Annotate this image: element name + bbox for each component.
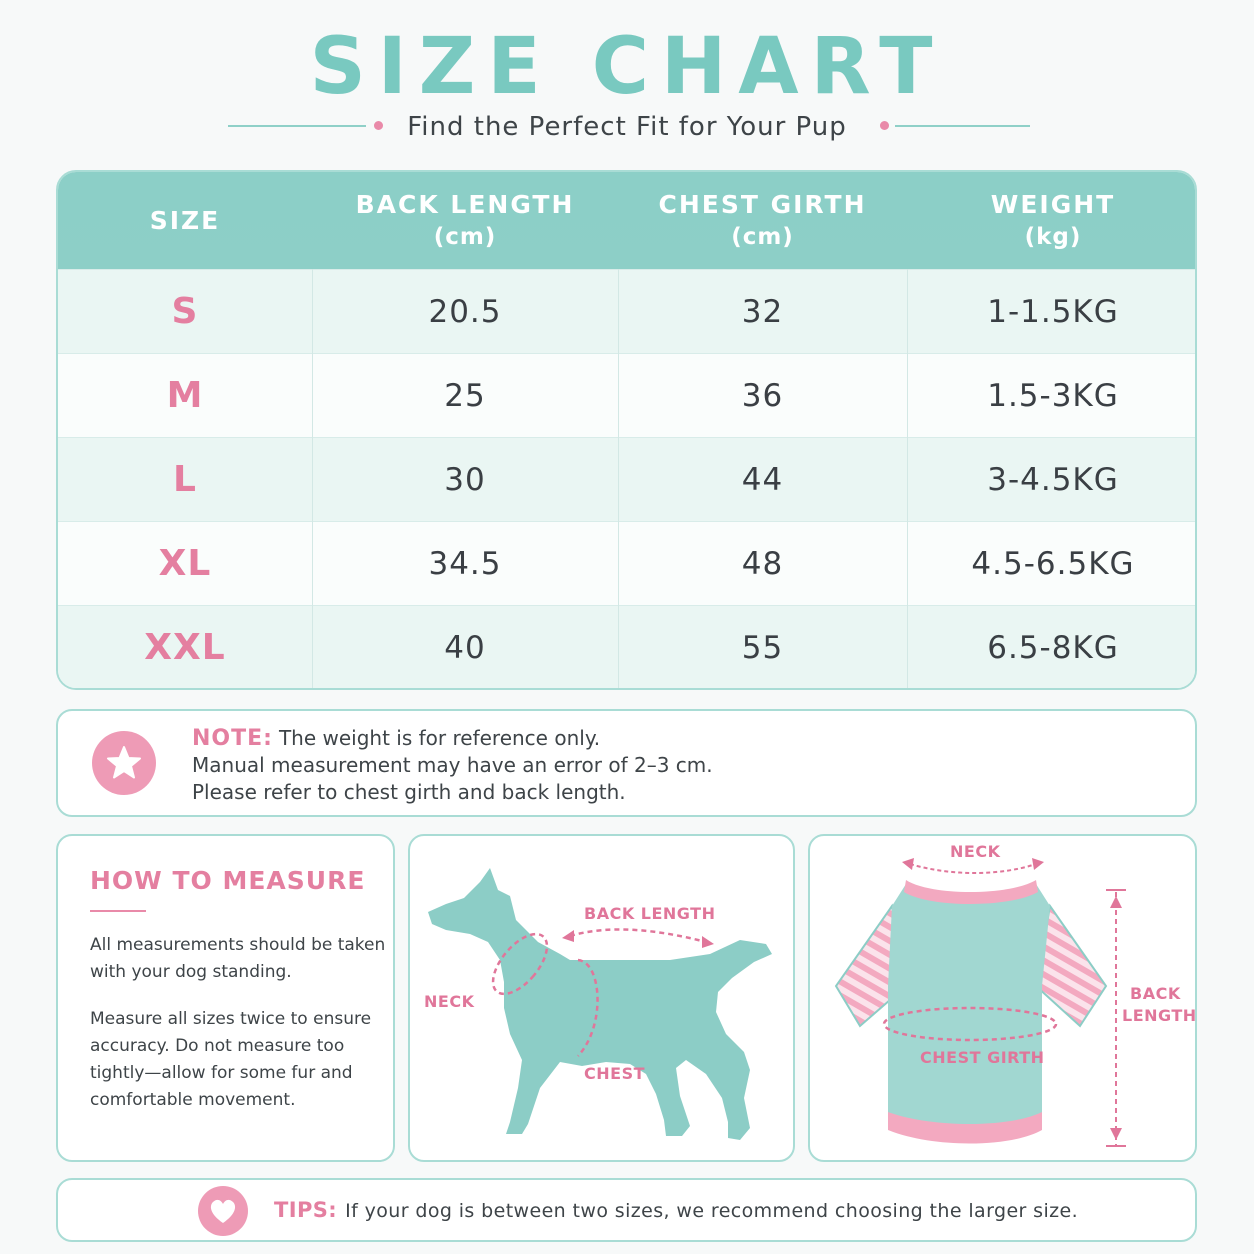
note-line: Please refer to chest girth and back len… bbox=[192, 780, 626, 804]
column-header-unit: (cm) bbox=[731, 223, 794, 250]
shirt-measure-diagram: NECK BACK LENGTH CHEST GIRTH bbox=[808, 834, 1197, 1162]
weight-cell: 3-4.5KG bbox=[987, 461, 1119, 498]
back-length-cell: 34.5 bbox=[428, 545, 502, 582]
column-header-label: BACK LENGTH bbox=[355, 189, 575, 219]
table-row: M 25 36 1.5-3KG bbox=[58, 353, 1195, 437]
tips-box: TIPS: If your dog is between two sizes, w… bbox=[56, 1178, 1197, 1242]
note-line: Manual measurement may have an error of … bbox=[192, 753, 713, 777]
table-row: XL 34.5 48 4.5-6.5KG bbox=[58, 521, 1195, 605]
chest-girth-cell: 48 bbox=[741, 545, 784, 582]
column-header-label: WEIGHT bbox=[990, 189, 1116, 219]
measure-instruction: All measurements should be taken with yo… bbox=[90, 935, 386, 982]
table-header: SIZE BACK LENGTH (cm) CHEST GIRTH (cm) W… bbox=[58, 172, 1195, 269]
back-label: BACK bbox=[1130, 984, 1181, 1003]
size-cell: M bbox=[166, 375, 204, 416]
chest-girth-cell: 32 bbox=[741, 293, 784, 330]
column-header-label: SIZE bbox=[149, 206, 221, 235]
dog-silhouette-icon bbox=[428, 868, 772, 1140]
chest-girth-cell: 44 bbox=[741, 461, 784, 498]
size-table: SIZE BACK LENGTH (cm) CHEST GIRTH (cm) W… bbox=[56, 170, 1197, 690]
how-to-measure-card: HOW TO MEASURE All measurements should b… bbox=[56, 834, 395, 1162]
page-title: SIZE CHART bbox=[309, 22, 945, 112]
table-row: XXL 40 55 6.5-8KG bbox=[58, 605, 1195, 688]
weight-cell: 4.5-6.5KG bbox=[971, 545, 1135, 582]
neck-label: NECK bbox=[950, 842, 1001, 861]
page-subtitle: Find the Perfect Fit for Your Pup bbox=[407, 112, 847, 142]
dog-measure-diagram: BACK LENGTH NECK CHEST bbox=[408, 834, 795, 1162]
weight-cell: 1-1.5KG bbox=[987, 293, 1119, 330]
column-header-back-length: BACK LENGTH (cm) bbox=[312, 172, 618, 269]
dog-shirt-icon bbox=[834, 858, 1126, 1147]
back-length-label: BACK LENGTH bbox=[584, 904, 716, 923]
subtitle-divider-left bbox=[228, 125, 366, 127]
chest-girth-cell: 36 bbox=[741, 377, 784, 414]
back-length-cell: 20.5 bbox=[428, 293, 502, 330]
column-header-weight: WEIGHT (kg) bbox=[907, 172, 1195, 269]
note-text: NOTE: The weight is for reference only. M… bbox=[192, 725, 713, 806]
table-row: S 20.5 32 1-1.5KG bbox=[58, 269, 1195, 353]
note-line: The weight is for reference only. bbox=[278, 726, 601, 750]
heart-icon bbox=[198, 1186, 248, 1236]
star-icon bbox=[92, 731, 156, 795]
subtitle-dot-right bbox=[880, 121, 889, 130]
subtitle-dot-left bbox=[374, 121, 383, 130]
column-header-label: CHEST GIRTH bbox=[658, 189, 867, 219]
subtitle-row: Find the Perfect Fit for Your Pup bbox=[0, 112, 1254, 148]
note-box: NOTE: The weight is for reference only. M… bbox=[56, 709, 1197, 817]
how-to-measure-title: HOW TO MEASURE bbox=[90, 866, 366, 895]
length-label: LENGTH bbox=[1122, 1006, 1197, 1025]
tips-message: If your dog is between two sizes, we rec… bbox=[345, 1200, 1079, 1222]
back-length-cell: 40 bbox=[444, 629, 486, 666]
column-divider bbox=[618, 269, 619, 688]
size-cell: XL bbox=[158, 543, 212, 584]
note-label: NOTE: bbox=[192, 726, 273, 751]
tips-text: TIPS: If your dog is between two sizes, w… bbox=[274, 1198, 1078, 1222]
weight-cell: 6.5-8KG bbox=[987, 629, 1119, 666]
size-cell: XXL bbox=[144, 627, 226, 668]
back-length-cell: 25 bbox=[444, 377, 486, 414]
column-divider bbox=[907, 269, 908, 688]
column-header-unit: (kg) bbox=[1024, 223, 1082, 250]
chest-girth-label: CHEST GIRTH bbox=[920, 1048, 1045, 1067]
column-header-chest-girth: CHEST GIRTH (cm) bbox=[618, 172, 907, 269]
subtitle-divider-right bbox=[895, 125, 1030, 127]
size-cell: L bbox=[173, 459, 197, 500]
column-header-unit: (cm) bbox=[433, 223, 497, 250]
table-row: L 30 44 3-4.5KG bbox=[58, 437, 1195, 521]
column-header-size: SIZE bbox=[58, 172, 312, 269]
back-length-cell: 30 bbox=[444, 461, 486, 498]
size-cell: S bbox=[171, 291, 199, 332]
column-divider bbox=[312, 269, 313, 688]
measure-instruction: Measure all sizes twice to ensure accura… bbox=[90, 1009, 372, 1110]
title-underline bbox=[90, 910, 146, 912]
chest-label: CHEST bbox=[584, 1064, 645, 1083]
chest-girth-cell: 55 bbox=[741, 629, 784, 666]
neck-label: NECK bbox=[424, 992, 475, 1011]
tips-label: TIPS: bbox=[274, 1198, 338, 1222]
weight-cell: 1.5-3KG bbox=[987, 377, 1119, 414]
